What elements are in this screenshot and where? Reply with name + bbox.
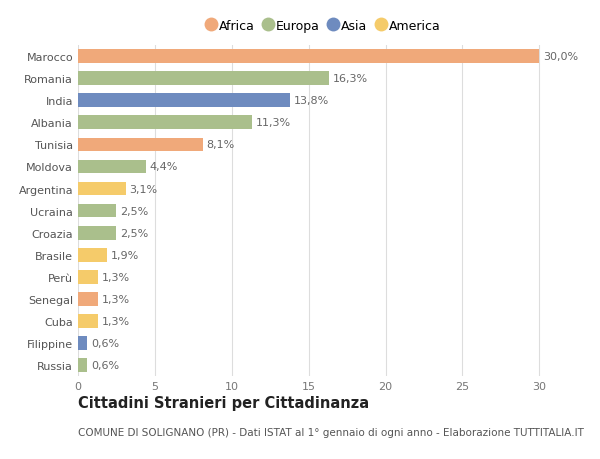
- Text: 11,3%: 11,3%: [256, 118, 291, 128]
- Bar: [78, 336, 87, 350]
- Bar: [78, 138, 203, 152]
- Bar: [78, 160, 146, 174]
- Text: 0,6%: 0,6%: [91, 338, 119, 348]
- Text: 2,5%: 2,5%: [120, 206, 149, 216]
- Bar: [78, 182, 125, 196]
- Bar: [78, 226, 116, 240]
- Bar: [78, 204, 116, 218]
- Text: 1,3%: 1,3%: [102, 272, 130, 282]
- Bar: [78, 358, 87, 372]
- Bar: [78, 270, 98, 284]
- Text: 13,8%: 13,8%: [294, 96, 329, 106]
- Bar: [78, 292, 98, 306]
- Text: 1,3%: 1,3%: [102, 316, 130, 326]
- Bar: [78, 72, 329, 86]
- Text: 1,3%: 1,3%: [102, 294, 130, 304]
- Bar: [78, 50, 539, 64]
- Bar: [78, 116, 252, 130]
- Text: 3,1%: 3,1%: [130, 184, 158, 194]
- Bar: [78, 314, 98, 328]
- Text: 0,6%: 0,6%: [91, 360, 119, 370]
- Text: Cittadini Stranieri per Cittadinanza: Cittadini Stranieri per Cittadinanza: [78, 395, 369, 410]
- Text: 4,4%: 4,4%: [149, 162, 178, 172]
- Text: COMUNE DI SOLIGNANO (PR) - Dati ISTAT al 1° gennaio di ogni anno - Elaborazione : COMUNE DI SOLIGNANO (PR) - Dati ISTAT al…: [78, 427, 584, 437]
- Text: 16,3%: 16,3%: [332, 74, 368, 84]
- Text: 8,1%: 8,1%: [206, 140, 235, 150]
- Legend: Africa, Europa, Asia, America: Africa, Europa, Asia, America: [208, 20, 440, 33]
- Text: 1,9%: 1,9%: [111, 250, 139, 260]
- Text: 2,5%: 2,5%: [120, 228, 149, 238]
- Bar: [78, 94, 290, 108]
- Bar: [78, 248, 107, 262]
- Text: 30,0%: 30,0%: [543, 52, 578, 62]
